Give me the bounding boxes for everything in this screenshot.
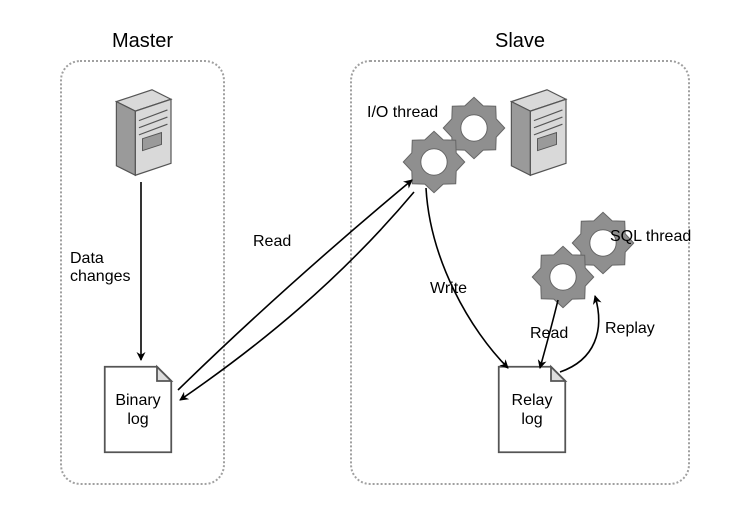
binary-log-doc-icon: Binary log [98,362,178,457]
label-replay: Replay [605,320,655,338]
gear-sql-thread-icon [527,207,639,318]
panel-master-title: Master [60,30,225,53]
server-slave-icon [500,85,575,180]
panel-slave-title: Slave [350,30,690,53]
label-read-master-to-io: Read [253,233,291,251]
binary-log-label-1: Binary [115,392,160,409]
relay-log-label-1: Relay [512,392,553,409]
relay-log-doc-icon: Relay log [492,362,572,457]
label-data-changes: Data changes [70,250,131,287]
label-write: Write [430,280,467,298]
server-master-icon [105,85,180,180]
label-sql-thread: SQL thread [610,228,691,246]
binary-log-label-2: log [127,411,148,428]
label-read-relay: Read [530,325,568,343]
label-io-thread: I/O thread [367,104,438,122]
relay-log-label-2: log [521,411,542,428]
